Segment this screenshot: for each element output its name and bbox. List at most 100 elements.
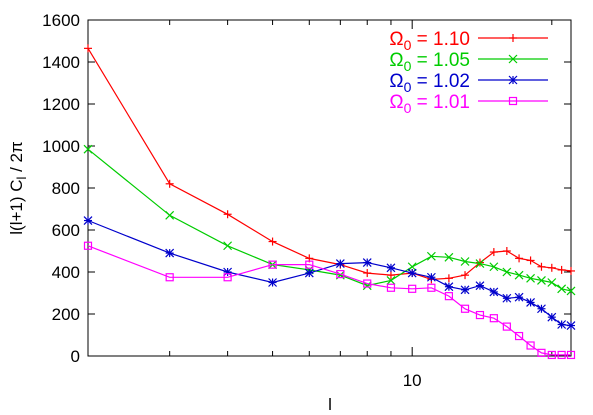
- legend-subscript: 0: [404, 79, 412, 95]
- data-point: [363, 279, 372, 288]
- data-point: [475, 281, 485, 291]
- data-point: [502, 267, 512, 277]
- data-point: [268, 237, 277, 246]
- data-point: [407, 262, 417, 272]
- legend-entry-label: Ω0 = 1.10: [389, 29, 470, 53]
- data-point: [460, 285, 470, 295]
- legend-symbol: Ω: [389, 50, 403, 71]
- legend-value: = 1.02: [411, 71, 470, 92]
- series-line: [87, 148, 572, 292]
- data-point: [83, 144, 93, 154]
- data-point: [537, 262, 546, 271]
- data-point: [335, 259, 345, 269]
- data-point: [566, 286, 576, 296]
- legend-subscript: 0: [404, 37, 412, 53]
- x-tick-label: 10: [403, 371, 422, 390]
- legend-entry-label: Ω0 = 1.02: [389, 71, 470, 95]
- legend-subscript: 0: [404, 100, 412, 116]
- data-point: [336, 270, 345, 279]
- data-point: [223, 241, 233, 251]
- data-point: [407, 268, 417, 278]
- data-point: [489, 287, 499, 297]
- data-point: [475, 310, 485, 320]
- data-point: [475, 259, 485, 269]
- data-point: [386, 283, 396, 292]
- data-point: [514, 270, 524, 280]
- legend-symbol: Ω: [389, 92, 403, 113]
- legend-value: = 1.01: [411, 92, 470, 113]
- data-point: [83, 241, 93, 250]
- y-tick-label: 1200: [42, 95, 80, 114]
- y-tick-label: 800: [52, 179, 80, 198]
- data-point: [84, 44, 92, 53]
- legend-value: = 1.05: [411, 50, 470, 71]
- y-axis-ticks: 0 200 400 600 800 1000 1200 1400 1600: [42, 11, 571, 366]
- plot-frame: [87, 19, 572, 357]
- data-point: [537, 348, 546, 357]
- data-point: [223, 273, 232, 282]
- data-point: [489, 314, 498, 323]
- data-point: [566, 321, 576, 330]
- legend-symbol: Ω: [389, 71, 403, 92]
- y-tick-label: 600: [52, 221, 80, 240]
- data-point: [475, 258, 484, 267]
- data-point: [566, 350, 576, 360]
- data-point: [567, 266, 575, 275]
- data-point: [557, 320, 567, 329]
- legend-symbol: Ω: [389, 29, 403, 50]
- data-point: [489, 262, 499, 272]
- data-point: [547, 350, 556, 360]
- legend-entry-label: Ω0 = 1.05: [389, 50, 470, 74]
- legend-entry-label: Ω0 = 1.01: [389, 92, 470, 116]
- data-point: [165, 248, 175, 258]
- data-point: [305, 260, 314, 269]
- data-point: [426, 272, 436, 282]
- data-point: [508, 75, 518, 85]
- data-point: [304, 268, 314, 278]
- data-point: [444, 252, 454, 262]
- data-point: [223, 267, 233, 277]
- y-axis-label: l(l+1) Cl / 2π: [7, 141, 29, 235]
- data-point: [408, 284, 417, 293]
- data-point: [502, 322, 511, 331]
- data-point: [557, 350, 566, 360]
- legend-value: = 1.10: [411, 29, 470, 50]
- data-point: [502, 247, 511, 255]
- data-point: [508, 54, 518, 64]
- data-point: [426, 251, 436, 261]
- data-point: [557, 284, 567, 294]
- data-point: [460, 304, 470, 313]
- x-axis-ticks: 10: [87, 20, 553, 390]
- data-point: [363, 269, 372, 278]
- data-point: [557, 265, 566, 274]
- data-point: [165, 273, 174, 282]
- data-point: [509, 34, 517, 42]
- data-point: [165, 179, 174, 188]
- data-point: [514, 331, 524, 341]
- data-point: [515, 254, 524, 263]
- x-axis-label: l: [328, 395, 332, 414]
- data-point: [547, 312, 557, 322]
- y-tick-label: 1000: [42, 137, 80, 156]
- y-tick-label: 200: [52, 305, 80, 324]
- data-point: [508, 96, 518, 106]
- data-point: [460, 257, 470, 266]
- series-4: [83, 241, 576, 360]
- y-tick-label: 0: [71, 347, 80, 366]
- data-point: [526, 273, 536, 283]
- data-point: [444, 282, 454, 292]
- data-point: [362, 258, 372, 267]
- data-point: [268, 260, 277, 269]
- data-point: [427, 283, 436, 292]
- data-point: [537, 275, 546, 285]
- y-axis-label-pre: l(l+1) C: [7, 179, 26, 234]
- data-point: [83, 216, 93, 225]
- data-point: [268, 278, 277, 287]
- series-line: [87, 47, 572, 281]
- data-point: [526, 256, 535, 265]
- data-point: [547, 278, 557, 287]
- data-point: [444, 274, 453, 283]
- data-point: [526, 341, 535, 350]
